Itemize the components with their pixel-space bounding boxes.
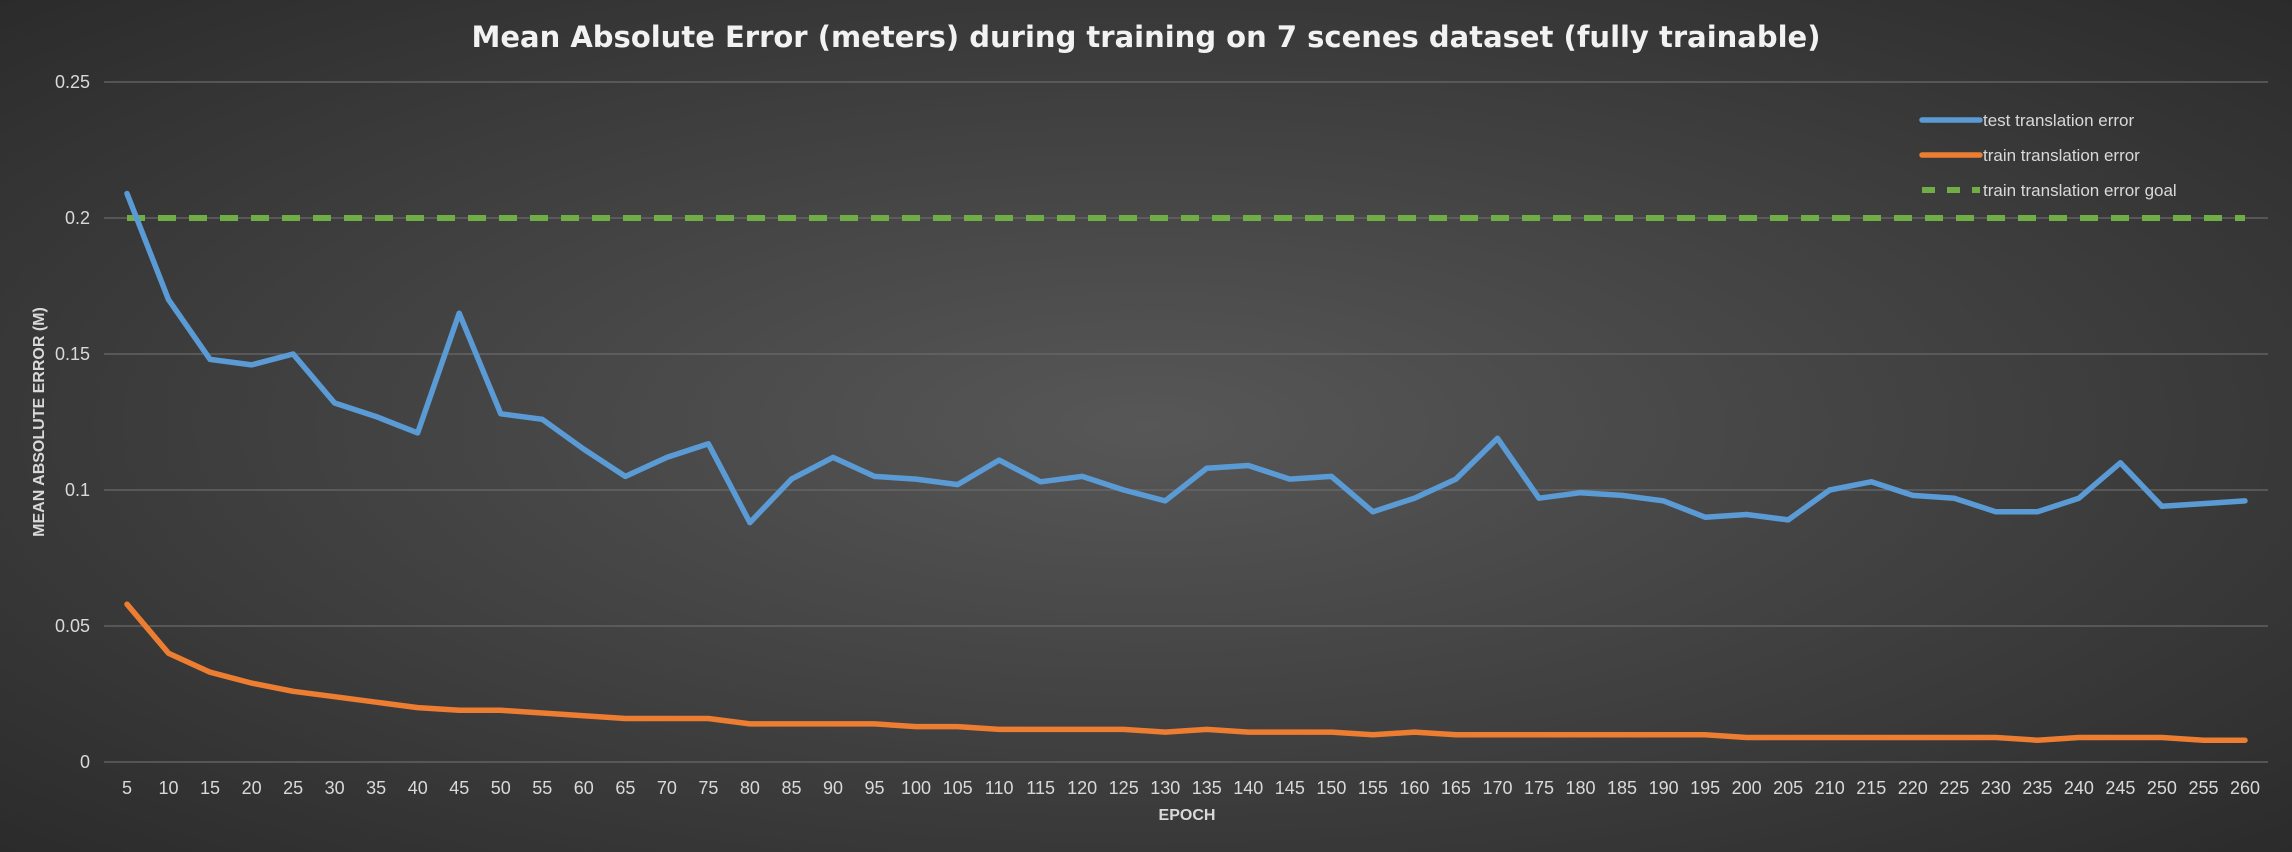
x-tick-label: 50 [491,778,511,798]
x-tick-label: 230 [1981,778,2011,798]
x-tick-label: 155 [1358,778,1388,798]
y-tick-label: 0.15 [55,344,90,364]
x-tick-label: 225 [1939,778,1969,798]
x-axis-label: EPOCH [1159,807,1216,824]
x-tick-label: 110 [985,778,1014,798]
x-tick-label: 45 [449,778,469,798]
x-tick-label: 165 [1441,778,1471,798]
x-tick-label: 80 [740,778,760,798]
x-tick-label: 260 [2230,778,2260,798]
y-tick-label: 0 [80,752,90,772]
x-tick-label: 245 [2105,778,2135,798]
x-tick-label: 145 [1275,778,1305,798]
x-tick-label: 180 [1566,778,1596,798]
x-tick-label: 120 [1067,778,1097,798]
x-tick-label: 75 [698,778,718,798]
y-tick-label: 0.2 [65,208,90,228]
legend-label: train translation error [1983,146,2140,165]
y-tick-label: 0.05 [55,616,90,636]
y-axis-label: MEAN ABSOLUTE ERROR (M) [31,307,48,537]
gridlines [104,81,2268,763]
x-tick-label: 10 [159,778,179,798]
x-tick-label: 170 [1482,778,1512,798]
x-axis-ticks: 5 10 15 20 25 30 35 40 45 50 55 60 65 70 75 80 85 90 95 100… [122,778,2260,798]
x-tick-label: 160 [1399,778,1429,798]
series-line [124,190,2248,526]
x-tick-label: 35 [366,778,386,798]
legend-label: train translation error goal [1983,181,2177,200]
x-tick-label: 115 [1026,778,1055,798]
y-tick-label: 0.25 [55,72,90,92]
x-tick-label: 175 [1524,778,1554,798]
x-tick-label: 25 [283,778,303,798]
series-line [124,601,2248,743]
x-tick-label: 15 [200,778,220,798]
x-tick-label: 5 [122,778,132,798]
x-tick-label: 65 [615,778,635,798]
x-tick-label: 190 [1649,778,1679,798]
x-tick-label: 240 [2064,778,2094,798]
x-tick-label: 105 [943,778,973,798]
x-tick-label: 200 [1732,778,1762,798]
x-tick-label: 150 [1316,778,1346,798]
y-tick-label: 0.1 [65,480,90,500]
x-tick-label: 90 [823,778,843,798]
x-tick-label: 220 [1898,778,1928,798]
x-tick-label: 70 [657,778,677,798]
x-tick-label: 55 [532,778,552,798]
x-tick-label: 130 [1150,778,1180,798]
series-lines [124,190,2248,743]
legend: test translation error train translation … [1919,111,2177,200]
x-tick-label: 195 [1690,778,1720,798]
chart-title: Mean Absolute Error (meters) during trai… [472,20,1821,54]
x-tick-label: 100 [901,778,931,798]
x-tick-label: 40 [408,778,428,798]
x-tick-label: 255 [2188,778,2218,798]
x-tick-label: 30 [325,778,345,798]
x-tick-label: 215 [1856,778,1886,798]
x-tick-label: 140 [1233,778,1263,798]
x-tick-label: 210 [1815,778,1845,798]
x-tick-label: 205 [1773,778,1803,798]
x-tick-label: 125 [1109,778,1139,798]
y-axis-ticks: 0 0.05 0.1 0.15 0.2 0.25 [55,72,90,772]
x-tick-label: 95 [865,778,885,798]
x-tick-label: 85 [781,778,801,798]
x-tick-label: 20 [242,778,262,798]
legend-label: test translation error [1983,111,2135,130]
x-tick-label: 250 [2147,778,2177,798]
x-tick-label: 185 [1607,778,1637,798]
x-tick-label: 60 [574,778,594,798]
x-tick-label: 235 [2022,778,2052,798]
x-tick-label: 135 [1192,778,1222,798]
